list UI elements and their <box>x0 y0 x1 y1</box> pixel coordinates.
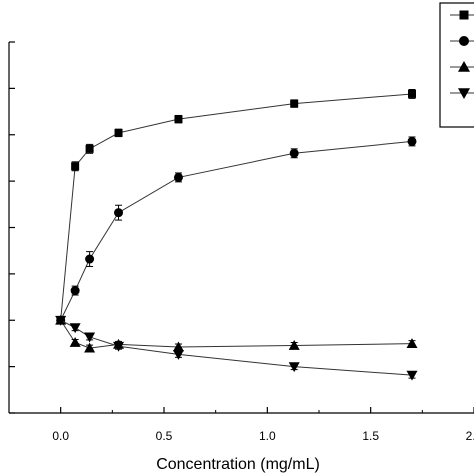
data-point <box>69 323 81 334</box>
data-point <box>55 315 67 326</box>
series-triangle-down <box>55 315 418 381</box>
data-point <box>406 370 418 381</box>
data-point <box>408 89 416 98</box>
x-tick-label: 2.0 <box>466 429 474 443</box>
data-point <box>114 208 124 218</box>
x-tick-labels: 0.0 0.5 1.0 1.5 2.0 <box>52 429 474 443</box>
data-point <box>113 341 125 352</box>
legend-entry-triangle-up <box>450 61 474 72</box>
series-triangle-up <box>55 314 418 353</box>
data-point <box>288 362 300 373</box>
x-tick-label: 0.5 <box>156 429 173 443</box>
series-circle <box>56 136 417 325</box>
legend-entry-triangle-down <box>450 88 474 99</box>
data-point <box>290 99 299 108</box>
data-point <box>85 144 94 153</box>
data-point <box>172 341 184 352</box>
data-point <box>407 136 417 146</box>
series-layer <box>55 88 418 381</box>
legend-entry-square <box>450 10 474 20</box>
legend-entry-circle <box>450 36 474 46</box>
x-tick-label: 1.5 <box>362 429 379 443</box>
data-point <box>288 339 300 350</box>
data-point <box>69 337 81 347</box>
data-point <box>85 254 95 264</box>
series-line <box>60 93 413 321</box>
series-square <box>56 88 416 325</box>
data-point <box>114 128 123 137</box>
legend-marker <box>458 88 470 99</box>
data-point <box>289 148 299 158</box>
series-line <box>60 319 413 349</box>
data-point <box>84 332 96 343</box>
legend-marker <box>458 61 470 72</box>
legend-marker <box>459 36 469 46</box>
series-line <box>60 319 413 376</box>
series-line <box>60 140 413 321</box>
data-point <box>174 115 183 124</box>
x-tick-label: 1.0 <box>259 429 276 443</box>
data-point <box>172 349 184 360</box>
legend <box>439 2 474 128</box>
axes <box>8 41 474 414</box>
data-point <box>71 162 80 171</box>
data-point <box>70 286 80 296</box>
data-point <box>173 172 183 182</box>
legend-marker <box>459 10 469 20</box>
legend-box <box>439 2 474 128</box>
x-axis-title: Concentration (mg/mL) <box>156 456 320 473</box>
x-tick-label: 0.0 <box>52 429 69 443</box>
data-point <box>406 338 418 349</box>
data-point <box>84 342 96 353</box>
